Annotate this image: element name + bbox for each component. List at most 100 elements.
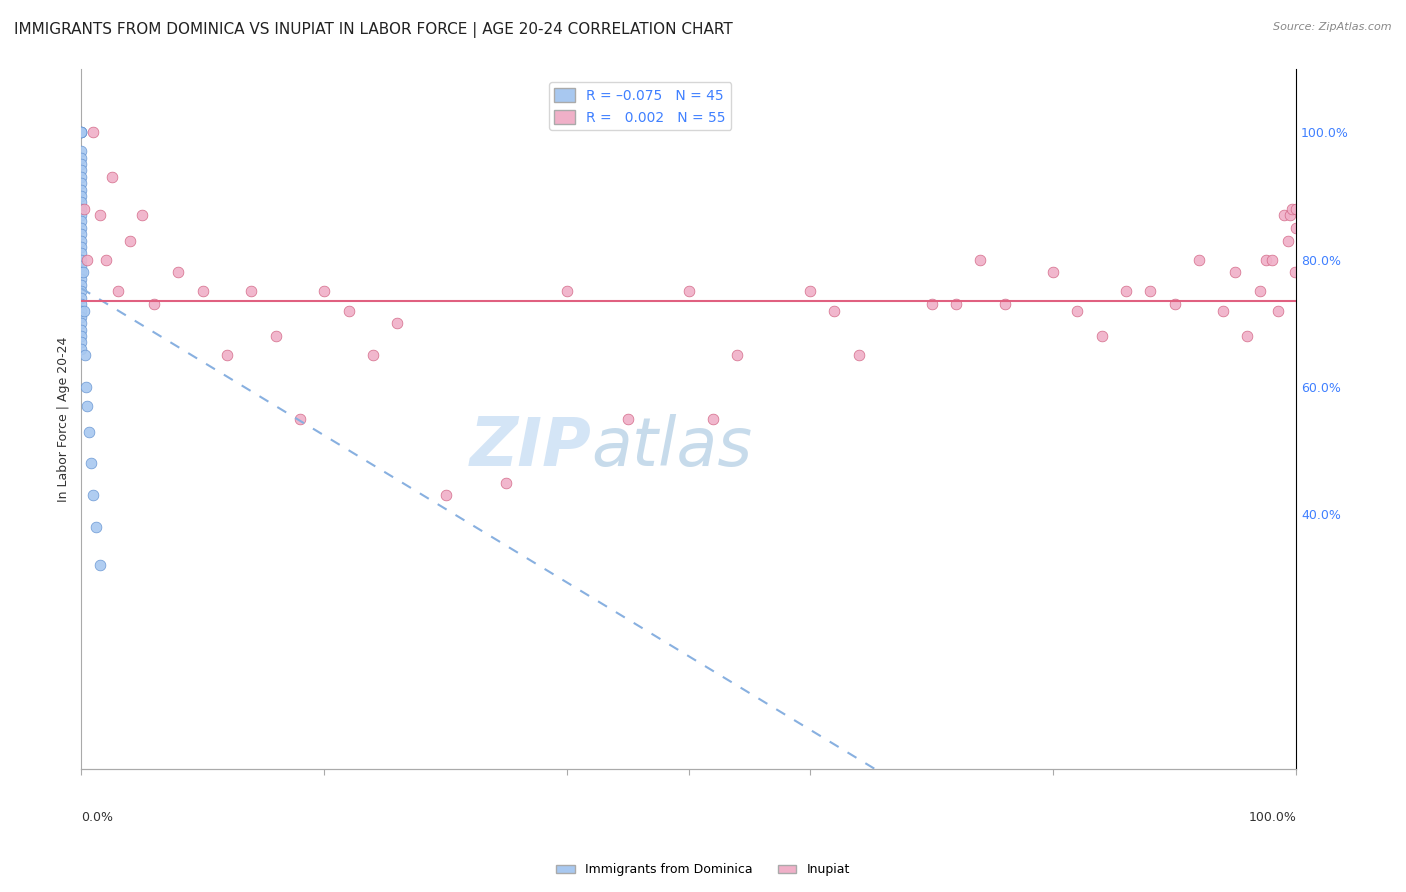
Point bbox=[824, 303, 846, 318]
Point bbox=[969, 252, 991, 267]
Point bbox=[1042, 265, 1064, 279]
Point bbox=[1249, 285, 1271, 299]
Point bbox=[1261, 252, 1284, 267]
Point bbox=[143, 297, 166, 311]
Text: IMMIGRANTS FROM DOMINICA VS INUPIAT IN LABOR FORCE | AGE 20-24 CORRELATION CHART: IMMIGRANTS FROM DOMINICA VS INUPIAT IN L… bbox=[14, 22, 733, 38]
Point bbox=[1254, 252, 1277, 267]
Point bbox=[70, 278, 93, 293]
Point bbox=[76, 252, 98, 267]
Point bbox=[945, 297, 967, 311]
Point bbox=[70, 335, 93, 350]
Point bbox=[70, 329, 93, 343]
Point bbox=[70, 323, 93, 337]
Point bbox=[70, 297, 93, 311]
Point bbox=[70, 316, 93, 330]
Point bbox=[73, 348, 96, 362]
Point bbox=[702, 412, 724, 426]
Point bbox=[240, 285, 263, 299]
Point bbox=[70, 271, 93, 285]
Point bbox=[1115, 285, 1137, 299]
Point bbox=[993, 297, 1015, 311]
Point bbox=[70, 246, 93, 260]
Point bbox=[77, 425, 100, 439]
Point bbox=[89, 208, 111, 222]
Point bbox=[495, 475, 517, 490]
Text: 0.0%: 0.0% bbox=[82, 812, 114, 824]
Point bbox=[70, 125, 93, 139]
Point bbox=[70, 303, 93, 318]
Point bbox=[167, 265, 190, 279]
Point bbox=[70, 125, 93, 139]
Point bbox=[80, 457, 103, 471]
Point bbox=[1225, 265, 1247, 279]
Text: ZIP: ZIP bbox=[470, 414, 592, 480]
Point bbox=[264, 329, 287, 343]
Point bbox=[70, 189, 93, 203]
Point bbox=[70, 163, 93, 178]
Text: 100.0%: 100.0% bbox=[1249, 812, 1296, 824]
Point bbox=[215, 348, 238, 362]
Text: atlas: atlas bbox=[592, 414, 752, 480]
Legend: R = –0.075   N = 45, R =   0.002   N = 55: R = –0.075 N = 45, R = 0.002 N = 55 bbox=[548, 82, 731, 130]
Point bbox=[118, 234, 141, 248]
Point bbox=[72, 265, 94, 279]
Point bbox=[70, 285, 93, 299]
Point bbox=[921, 297, 943, 311]
Point bbox=[131, 208, 153, 222]
Point bbox=[288, 412, 311, 426]
Point bbox=[1188, 252, 1211, 267]
Point bbox=[1236, 329, 1258, 343]
Point bbox=[1139, 285, 1161, 299]
Point bbox=[82, 125, 104, 139]
Point bbox=[73, 202, 96, 216]
Point bbox=[70, 151, 93, 165]
Point bbox=[314, 285, 336, 299]
Point bbox=[70, 202, 93, 216]
Point bbox=[70, 234, 93, 248]
Point bbox=[70, 259, 93, 273]
Point bbox=[1272, 208, 1295, 222]
Point bbox=[84, 520, 107, 534]
Point bbox=[89, 558, 111, 573]
Point bbox=[191, 285, 214, 299]
Point bbox=[1284, 265, 1306, 279]
Legend: Immigrants from Dominica, Inupiat: Immigrants from Dominica, Inupiat bbox=[551, 858, 855, 881]
Point bbox=[1267, 303, 1289, 318]
Point bbox=[70, 214, 93, 228]
Point bbox=[799, 285, 821, 299]
Point bbox=[70, 183, 93, 197]
Point bbox=[385, 316, 408, 330]
Point bbox=[70, 227, 93, 242]
Point bbox=[70, 220, 93, 235]
Point bbox=[848, 348, 870, 362]
Point bbox=[70, 195, 93, 210]
Point bbox=[678, 285, 700, 299]
Point bbox=[107, 285, 129, 299]
Point bbox=[725, 348, 748, 362]
Point bbox=[70, 252, 93, 267]
Point bbox=[337, 303, 360, 318]
Point bbox=[1279, 208, 1302, 222]
Point bbox=[70, 125, 93, 139]
Text: Source: ZipAtlas.com: Source: ZipAtlas.com bbox=[1274, 22, 1392, 32]
Point bbox=[1285, 202, 1308, 216]
Point bbox=[361, 348, 384, 362]
Point bbox=[70, 265, 93, 279]
Point bbox=[70, 145, 93, 159]
Y-axis label: In Labor Force | Age 20-24: In Labor Force | Age 20-24 bbox=[58, 336, 70, 501]
Point bbox=[75, 380, 97, 394]
Point bbox=[100, 169, 122, 184]
Point bbox=[70, 208, 93, 222]
Point bbox=[70, 291, 93, 305]
Point bbox=[70, 240, 93, 254]
Point bbox=[555, 285, 578, 299]
Point bbox=[70, 169, 93, 184]
Point bbox=[73, 303, 96, 318]
Point bbox=[70, 310, 93, 324]
Point bbox=[434, 488, 457, 502]
Point bbox=[617, 412, 640, 426]
Point bbox=[1091, 329, 1114, 343]
Point bbox=[1066, 303, 1088, 318]
Point bbox=[70, 157, 93, 171]
Point bbox=[1277, 234, 1299, 248]
